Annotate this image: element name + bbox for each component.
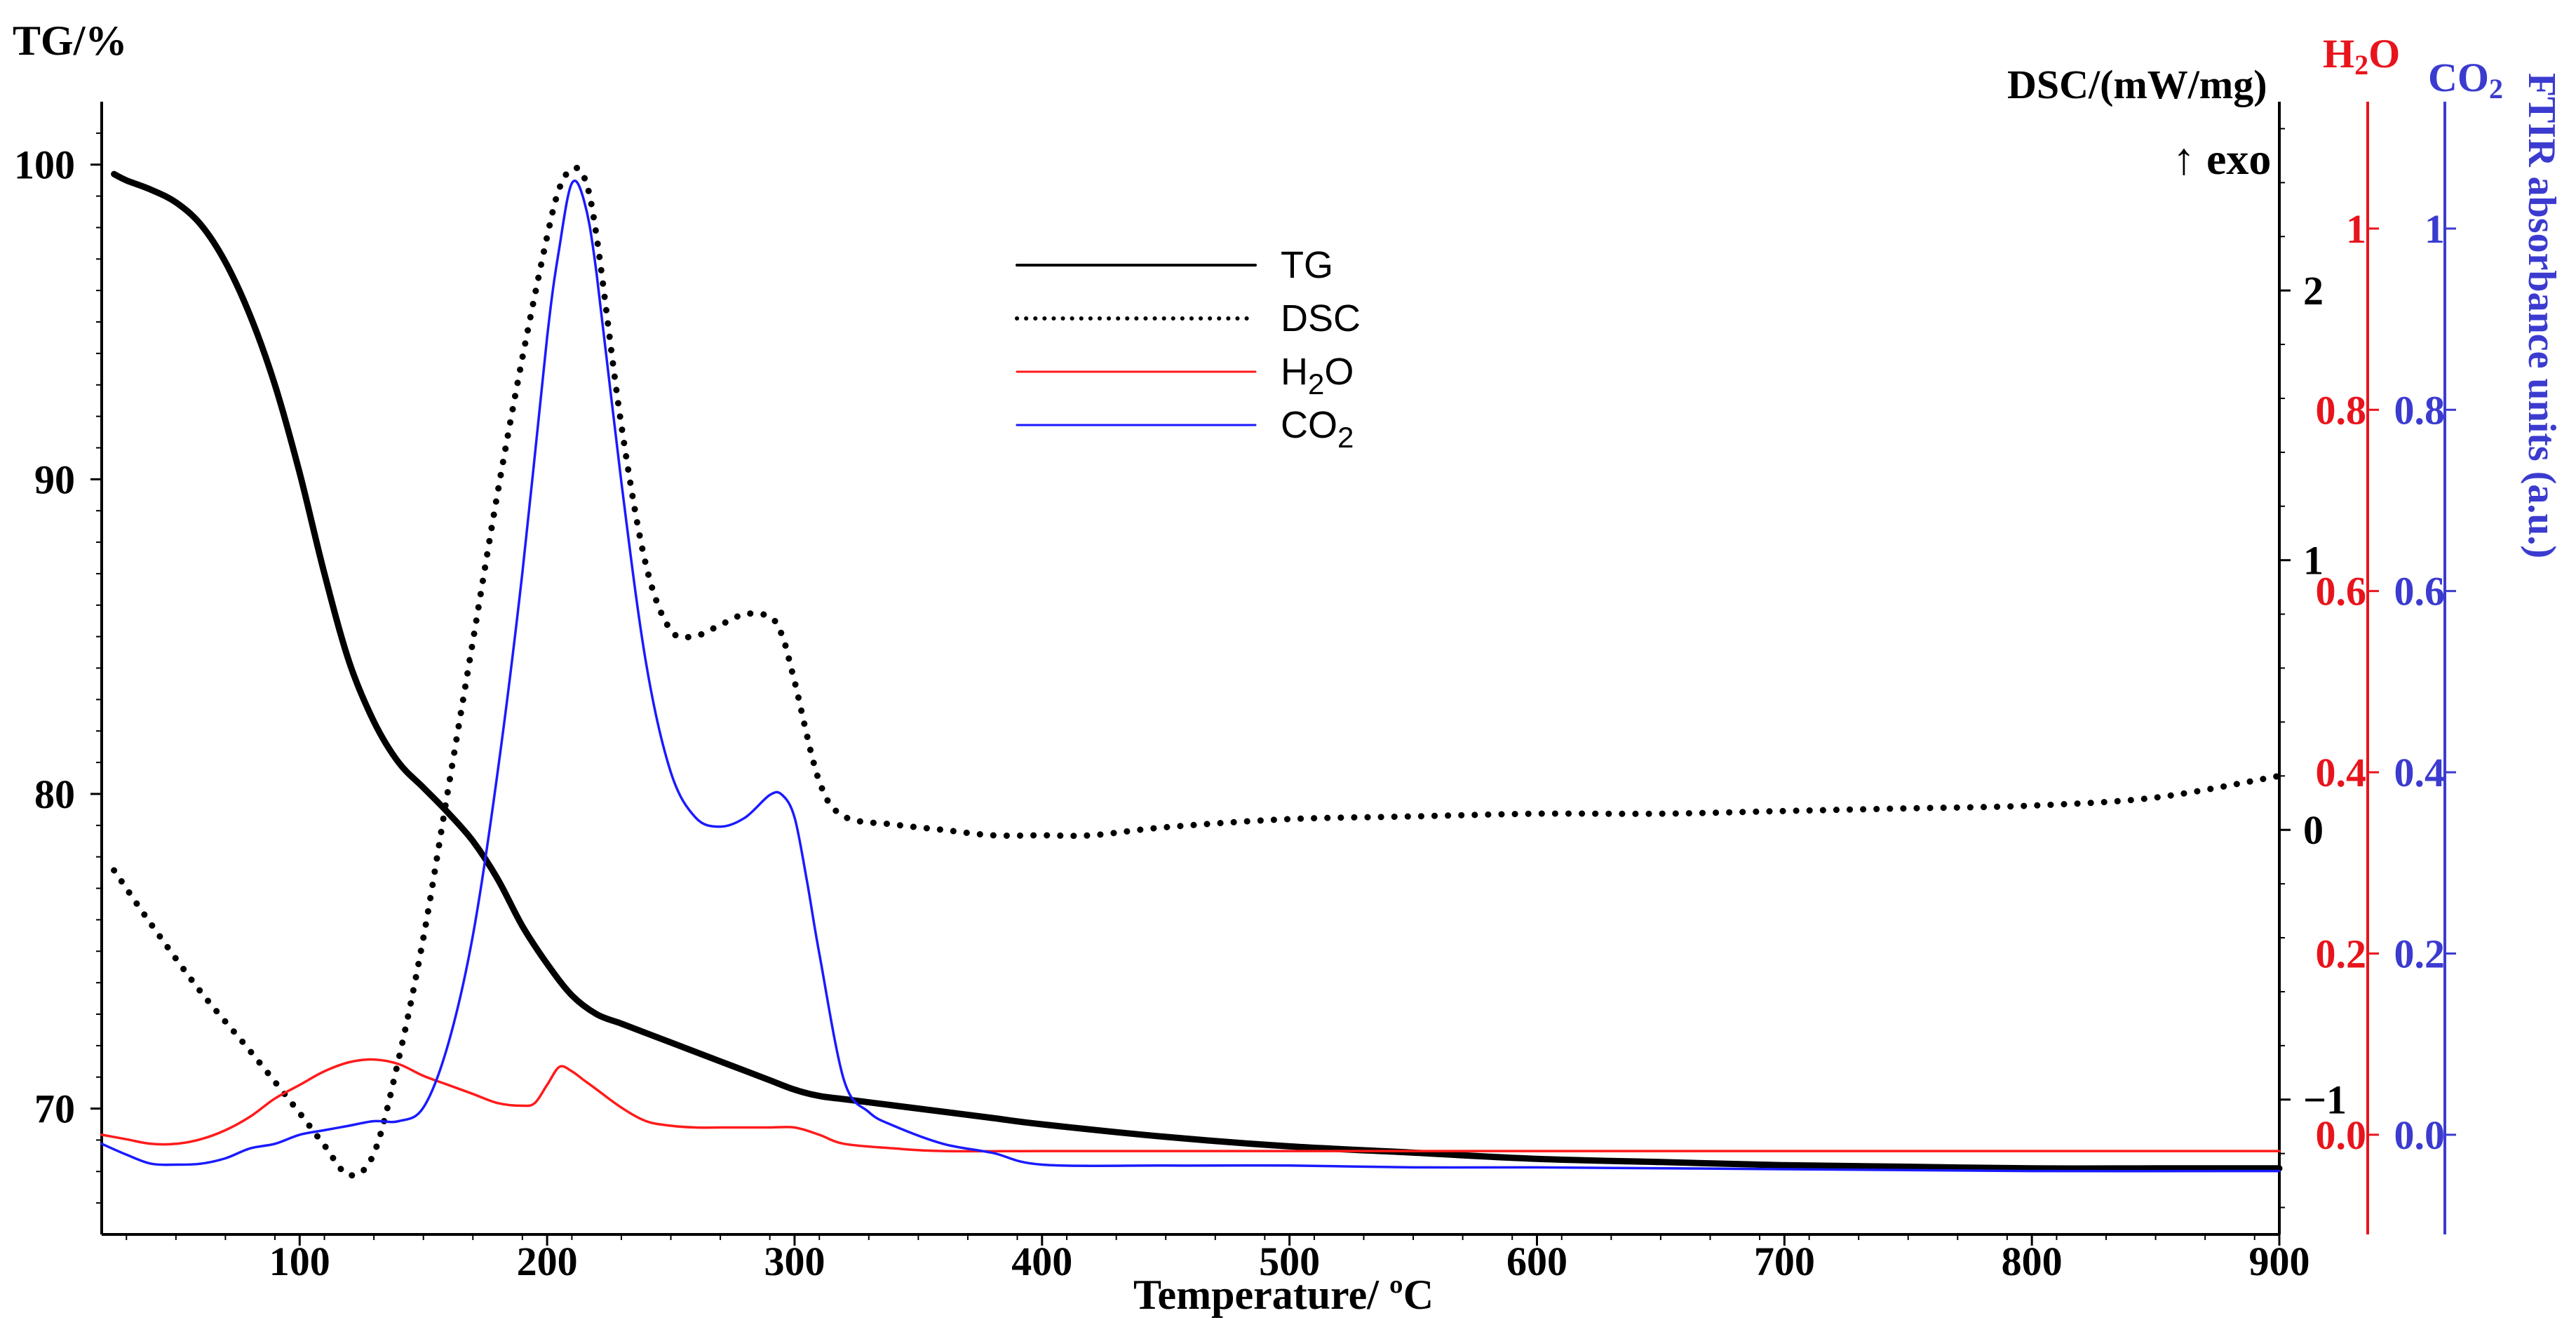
dsc-tick-label-1: 1	[2303, 538, 2324, 584]
x-tick-label-100: 100	[269, 1239, 330, 1284]
h2o-tick-label-0: 0.0	[2316, 1112, 2367, 1158]
tg-tick-label-100: 100	[14, 142, 75, 188]
dsc-tick-label--1: −1	[2303, 1077, 2347, 1123]
series-group	[100, 164, 2283, 1179]
series-line-co2	[100, 180, 2281, 1173]
x-tick-label-700: 700	[1754, 1239, 1815, 1284]
legend-label-dsc: DSC	[1281, 297, 1361, 339]
ftir-axis-title: FTIR absorbance units (a.u.)	[2520, 73, 2563, 558]
dsc-exo-label: ↑ exo	[2173, 134, 2271, 184]
x-tick-label-200: 200	[517, 1239, 578, 1284]
tg-axis-title: TG/%	[13, 18, 127, 64]
co2-tick-label-3: 0.6	[2394, 569, 2446, 614]
x-tick-label-900: 900	[2249, 1239, 2310, 1284]
tg-tick-label-70: 70	[34, 1086, 75, 1132]
tg-tick-label-80: 80	[34, 772, 75, 817]
series-line-tg	[111, 170, 2283, 1172]
dsc-axis-title: DSC/(mW/mg)	[2007, 62, 2267, 107]
co2-tick-label-4: 0.8	[2394, 387, 2446, 433]
series-line-h2o	[100, 1058, 2281, 1153]
x-axis-title: Temperature/ ºC	[1133, 1272, 1434, 1318]
x-tick-label-300: 300	[764, 1239, 825, 1284]
h2o-axis-title: H2O	[2323, 31, 2400, 81]
series-line-dsc	[111, 164, 2283, 1179]
h2o-tick-label-3: 0.6	[2316, 569, 2367, 614]
tg-tick-label-90: 90	[34, 457, 75, 502]
legend-label-co2: CO2	[1281, 404, 1354, 454]
co2-tick-label-0: 0.0	[2394, 1112, 2446, 1158]
h2o-tick-label-2: 0.4	[2316, 750, 2367, 795]
x-tick-label-600: 600	[1506, 1239, 1567, 1284]
dsc-exo-annotation: ↑ exo	[2173, 134, 2271, 184]
legend-label-tg: TG	[1281, 244, 1333, 286]
x-tick-label-800: 800	[2002, 1239, 2063, 1284]
co2-tick-label-2: 0.4	[2394, 750, 2446, 795]
x-tick-label-400: 400	[1011, 1239, 1072, 1284]
dsc-tick-label-0: 0	[2303, 807, 2324, 853]
x-tick-label-500: 500	[1259, 1239, 1320, 1284]
h2o-tick-label-4: 0.8	[2316, 387, 2367, 433]
h2o-tick-label-5: 1	[2346, 206, 2366, 252]
co2-axis-title: CO2	[2428, 55, 2503, 105]
dsc-tick-label-2: 2	[2303, 268, 2324, 314]
h2o-tick-label-1: 0.2	[2316, 931, 2367, 976]
co2-tick-label-1: 0.2	[2394, 931, 2446, 976]
legend-label-h2o: H2O	[1281, 351, 1354, 400]
co2-tick-label-5: 1	[2425, 206, 2445, 252]
tick-group: 100 200 300 400 500 600 700 800 900 70 80 90 100 −1 0 1…	[14, 128, 2456, 1284]
